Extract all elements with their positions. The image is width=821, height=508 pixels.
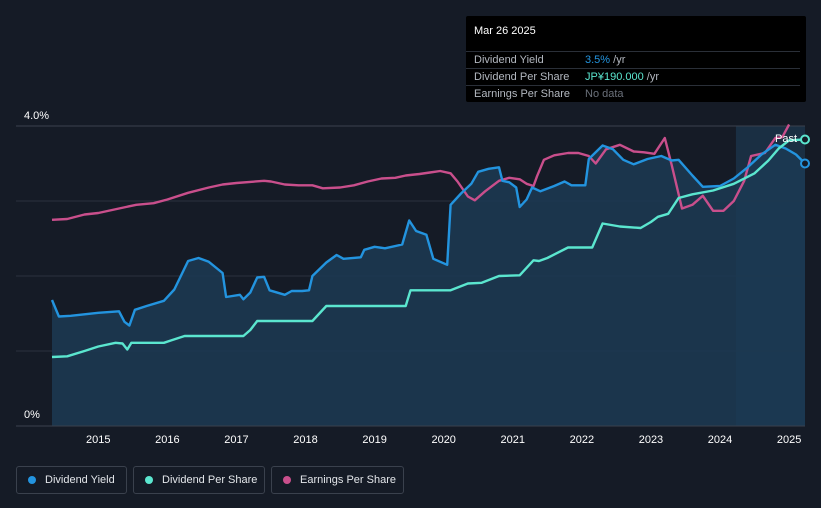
x-tick-label: 2020 bbox=[431, 434, 455, 446]
x-tick-label: 2017 bbox=[224, 434, 248, 446]
y-axis-label-max: 4.0% bbox=[24, 110, 49, 122]
earnings-per-share-line[interactable] bbox=[51, 123, 791, 221]
x-tick-label: 2018 bbox=[293, 434, 317, 446]
tooltip-row-dividend-per-share: Dividend Per Share JP¥190.000 /yr bbox=[466, 68, 800, 86]
tooltip-value: 3.5% /yr bbox=[585, 54, 626, 66]
legend-dividend-per-share[interactable]: Dividend Per Share bbox=[133, 466, 265, 494]
x-tick-label: 2025 bbox=[777, 434, 801, 446]
tooltip-value: No data bbox=[585, 88, 624, 100]
x-tick-label: 2022 bbox=[570, 434, 594, 446]
tooltip-value: JP¥190.000 /yr bbox=[585, 71, 659, 83]
hover-tooltip: Mar 26 2025 Dividend Yield 3.5% /yr Divi… bbox=[466, 16, 806, 102]
x-tick-label: 2019 bbox=[362, 434, 386, 446]
dividend-per-share-line[interactable] bbox=[51, 138, 806, 359]
dividend-yield-end-marker bbox=[800, 158, 810, 169]
x-tick-label: 2024 bbox=[708, 434, 732, 446]
legend-dividend-yield[interactable]: Dividend Yield bbox=[16, 466, 127, 494]
tooltip-date: Mar 26 2025 bbox=[474, 25, 536, 37]
tooltip-label: Dividend Yield bbox=[474, 54, 544, 66]
legend-dot-icon bbox=[28, 476, 36, 484]
legend-dot-icon bbox=[145, 476, 153, 484]
tooltip-row-dividend-yield: Dividend Yield 3.5% /yr bbox=[466, 51, 800, 69]
y-axis-label-min: 0% bbox=[24, 409, 40, 421]
legend-label: Dividend Yield bbox=[45, 474, 115, 486]
dividend-yield-area bbox=[52, 144, 805, 427]
x-axis-ticks: 2015 2016 2017 2018 2019 2020 2021 2022 2023 2024… bbox=[86, 434, 801, 446]
past-label: Past bbox=[775, 133, 797, 145]
x-tick-label: 2015 bbox=[86, 434, 110, 446]
legend-label: Dividend Per Share bbox=[162, 474, 258, 486]
dividend-per-share-end-marker bbox=[800, 134, 810, 145]
x-tick-label: 2023 bbox=[639, 434, 663, 446]
x-tick-label: 2021 bbox=[501, 434, 525, 446]
tooltip-row-earnings-per-share: Earnings Per Share No data bbox=[466, 85, 800, 103]
legend-label: Earnings Per Share bbox=[300, 474, 396, 486]
tooltip-label: Dividend Per Share bbox=[474, 71, 570, 83]
tooltip-label: Earnings Per Share bbox=[474, 88, 570, 100]
x-tick-label: 2016 bbox=[155, 434, 179, 446]
legend-dot-icon bbox=[283, 476, 291, 484]
legend-earnings-per-share[interactable]: Earnings Per Share bbox=[271, 466, 404, 494]
dividend-yield-line[interactable] bbox=[50, 143, 806, 327]
